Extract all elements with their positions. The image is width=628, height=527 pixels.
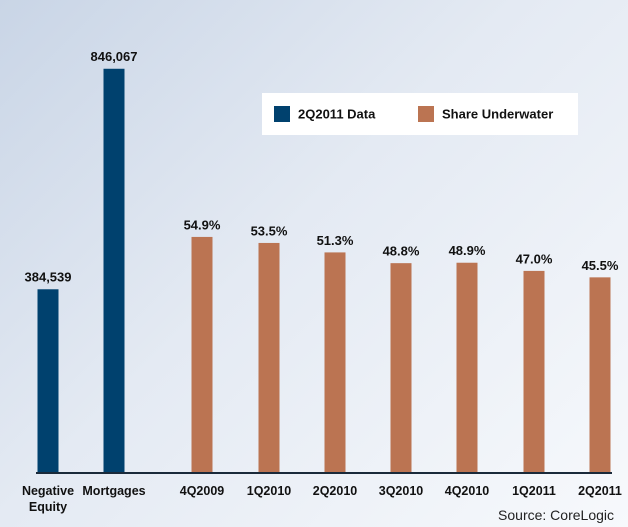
x-tick-label: 4Q2009 bbox=[179, 484, 225, 498]
legend-swatch bbox=[274, 106, 290, 122]
value-label: 47.0% bbox=[516, 251, 553, 266]
legend-label: Share Underwater bbox=[442, 106, 553, 121]
x-tick-label: 4Q2010 bbox=[444, 484, 490, 498]
x-tick-label: 2Q2011 bbox=[578, 484, 622, 498]
value-label: 384,539 bbox=[25, 270, 72, 285]
value-label: 48.9% bbox=[449, 243, 486, 258]
value-label: 45.5% bbox=[582, 258, 619, 273]
x-tick-label: 3Q2010 bbox=[378, 484, 424, 498]
value-label: 54.9% bbox=[184, 217, 221, 232]
x-tick-label: Negative Equity bbox=[21, 484, 75, 514]
value-label: 51.3% bbox=[317, 233, 354, 248]
bar bbox=[456, 262, 478, 473]
x-tick-label: 2Q2010 bbox=[312, 484, 358, 498]
bar bbox=[103, 68, 125, 473]
value-label: 48.8% bbox=[383, 244, 420, 259]
value-label: 846,067 bbox=[91, 49, 138, 64]
source: Source: CoreLogic bbox=[498, 507, 614, 523]
x-tick-label: Mortgages bbox=[82, 484, 146, 498]
x-tick-label: 1Q2010 bbox=[246, 484, 292, 498]
bar bbox=[258, 242, 280, 473]
bar bbox=[589, 277, 611, 473]
bar bbox=[324, 252, 346, 473]
bar bbox=[523, 270, 545, 473]
legend-label: 2Q2011 Data bbox=[298, 106, 376, 121]
value-label: 53.5% bbox=[251, 223, 288, 238]
bar bbox=[390, 263, 412, 473]
bar bbox=[191, 236, 213, 473]
legend-swatch bbox=[418, 106, 434, 122]
x-tick-label: 1Q2011 bbox=[512, 484, 556, 498]
bar bbox=[37, 289, 59, 473]
